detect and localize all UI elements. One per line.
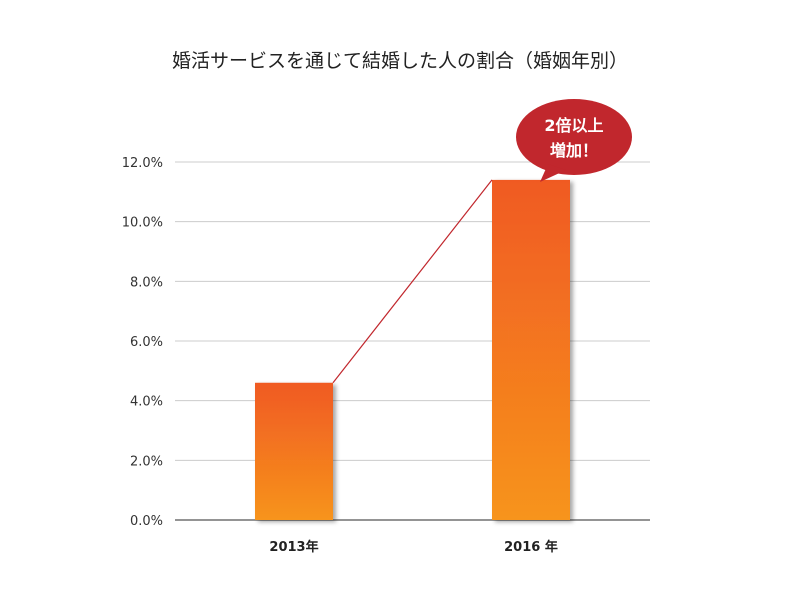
- y-tick-label: 4.0%: [130, 395, 163, 410]
- callout-tail: [540, 164, 566, 182]
- x-category-label: 2016 年: [504, 539, 558, 555]
- bars: [255, 179, 570, 520]
- x-category-label: 2013年: [269, 539, 318, 555]
- callout-line2: 増加！: [550, 141, 598, 160]
- trend-line: [332, 179, 493, 384]
- callout-bubble: [516, 99, 632, 175]
- x-axis-categories: 2013年 2016 年: [269, 539, 557, 555]
- bar: [255, 382, 333, 520]
- bar: [492, 179, 570, 520]
- y-tick-label: 6.0%: [130, 335, 163, 350]
- growth-callout: 2倍以上 増加！: [516, 99, 632, 182]
- callout-line1: 2倍以上: [544, 116, 603, 135]
- y-axis-ticks: 0.0% 2.0% 4.0% 6.0% 8.0% 10.0% 12.0%: [122, 156, 163, 529]
- y-tick-label: 10.0%: [122, 216, 163, 231]
- y-tick-label: 2.0%: [130, 454, 163, 469]
- chart-title: 婚活サービスを通じて結婚した人の割合（婚姻年別）: [172, 50, 628, 72]
- y-tick-label: 8.0%: [130, 275, 163, 290]
- grid-lines: [175, 161, 650, 521]
- y-tick-label: 12.0%: [122, 156, 163, 171]
- y-tick-label: 0.0%: [130, 514, 163, 529]
- trend-line-segment: [332, 179, 493, 384]
